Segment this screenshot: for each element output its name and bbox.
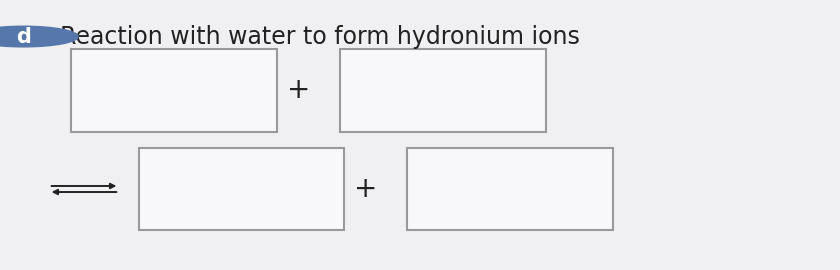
Text: +: + xyxy=(354,175,377,203)
Text: +: + xyxy=(286,76,310,104)
Circle shape xyxy=(0,26,78,47)
Bar xyxy=(139,148,344,230)
Bar xyxy=(340,49,546,132)
Bar xyxy=(407,148,613,230)
Text: Reaction with water to form hydronium ions: Reaction with water to form hydronium io… xyxy=(60,25,580,49)
Text: d: d xyxy=(16,26,31,46)
Bar xyxy=(71,49,277,132)
